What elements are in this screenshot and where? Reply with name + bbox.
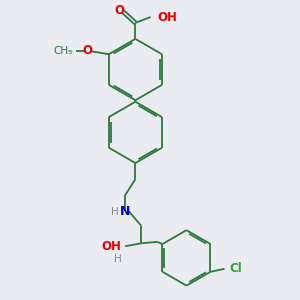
Text: OH: OH xyxy=(157,11,177,23)
Text: Cl: Cl xyxy=(229,262,242,275)
Text: H: H xyxy=(111,207,119,217)
Text: methoxy: methoxy xyxy=(68,51,74,52)
Text: OH: OH xyxy=(102,240,122,253)
Text: O: O xyxy=(82,44,92,57)
Text: CH₃: CH₃ xyxy=(53,46,73,56)
Text: N: N xyxy=(120,205,130,218)
Text: O: O xyxy=(114,4,124,17)
Text: H: H xyxy=(114,254,122,264)
